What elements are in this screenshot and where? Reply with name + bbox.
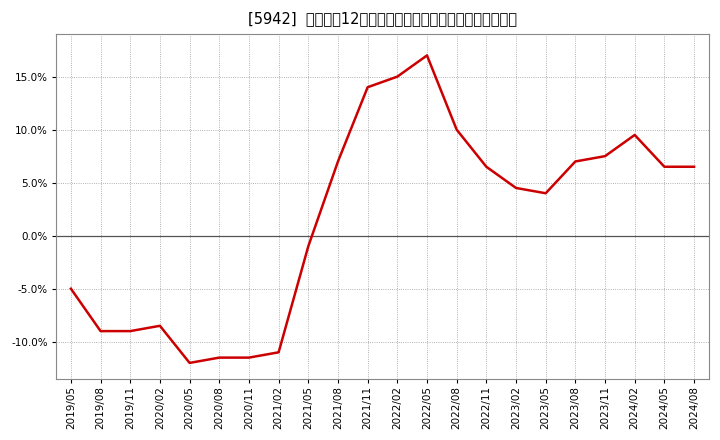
- Title: [5942]  売上高の12か月移動合計の対前年同期増減率の推移: [5942] 売上高の12か月移動合計の対前年同期増減率の推移: [248, 11, 517, 26]
